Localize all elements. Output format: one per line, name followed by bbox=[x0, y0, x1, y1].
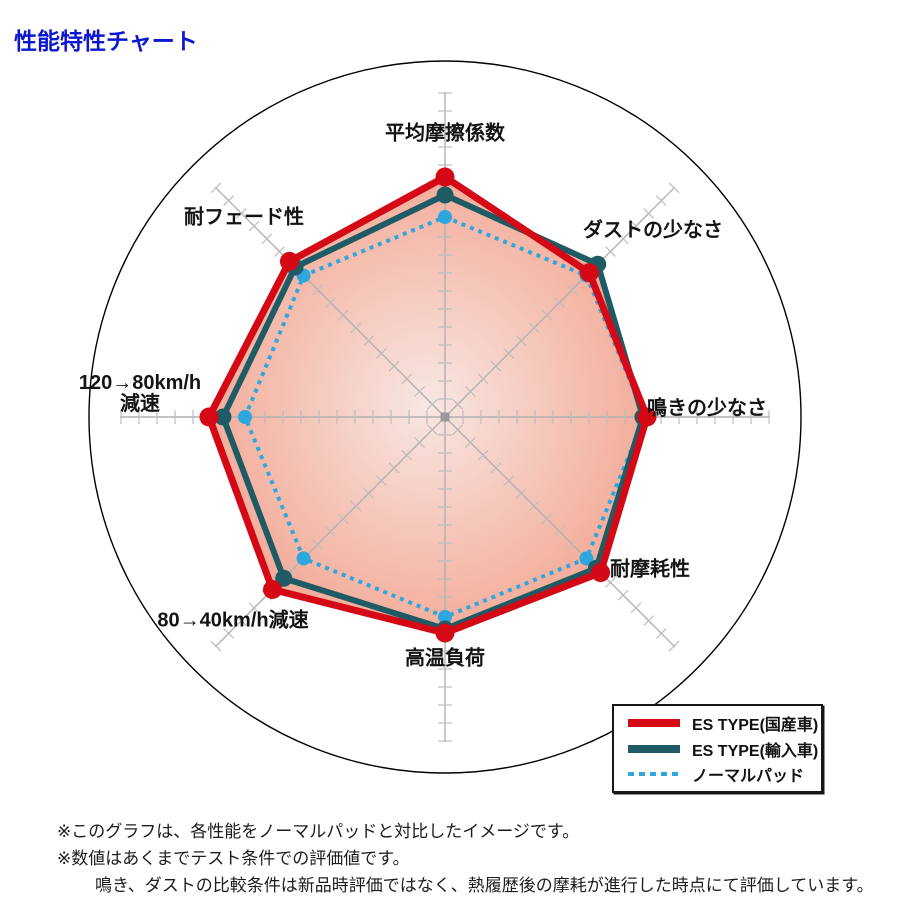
legend-line-dashed-blue-icon bbox=[628, 771, 680, 776]
axis-label-decel-120-80-line2: 減速 bbox=[119, 393, 160, 415]
axis-label-fade-resistance: 耐フェード性 bbox=[184, 206, 304, 229]
axis-label-wear-resistance: 耐摩耗性 bbox=[610, 558, 690, 581]
axis-label-low-dust: ダストの少なさ bbox=[583, 219, 723, 242]
footnote-1: ※このグラフは、各性能をノーマルパッドと対比したイメージです。 bbox=[57, 822, 580, 841]
axis-label-high-temp-load: 高温負荷 bbox=[405, 647, 485, 670]
legend-label: ノーマルパッド bbox=[692, 767, 805, 785]
footnote-3: 鳴き、ダストの比較条件は新品時評価ではなく、熱履歴後の摩耗が進行した時点にて評価… bbox=[95, 876, 874, 895]
legend-item-normal-pad: ノーマルパッド bbox=[628, 762, 813, 786]
legend-line-red-icon bbox=[628, 719, 680, 728]
legend-line-teal-icon bbox=[628, 744, 680, 753]
page-title: 性能特性チャート bbox=[14, 28, 198, 54]
axis-label-decel-80-40: 80→40km/h減速 bbox=[157, 609, 309, 632]
axis-label-low-squeal: 鳴きの少なさ bbox=[647, 397, 767, 420]
legend-item-es-type-import: ES TYPE(輸入車) bbox=[628, 737, 818, 761]
legend-item-es-type-domestic: ES TYPE(国産車) bbox=[628, 711, 818, 735]
axis-label-decel-120-80: 120→80km/h 減速 bbox=[79, 373, 201, 415]
footnote-2: ※数値はあくまでテスト条件での評価値です。 bbox=[57, 849, 410, 868]
axis-label-avg-friction: 平均摩擦係数 bbox=[385, 122, 505, 145]
legend-label: ES TYPE(国産車) bbox=[692, 717, 819, 735]
footnotes: ※このグラフは、各性能をノーマルパッドと対比したイメージです。 ※数値はあくまで… bbox=[57, 818, 874, 899]
axis-label-decel-120-80-line1: 120→80km/h bbox=[78, 372, 202, 394]
legend-box: ES TYPE(国産車) ES TYPE(輸入車) ノーマルパッド bbox=[612, 704, 823, 793]
legend-label: ES TYPE(輸入車) bbox=[692, 742, 819, 760]
